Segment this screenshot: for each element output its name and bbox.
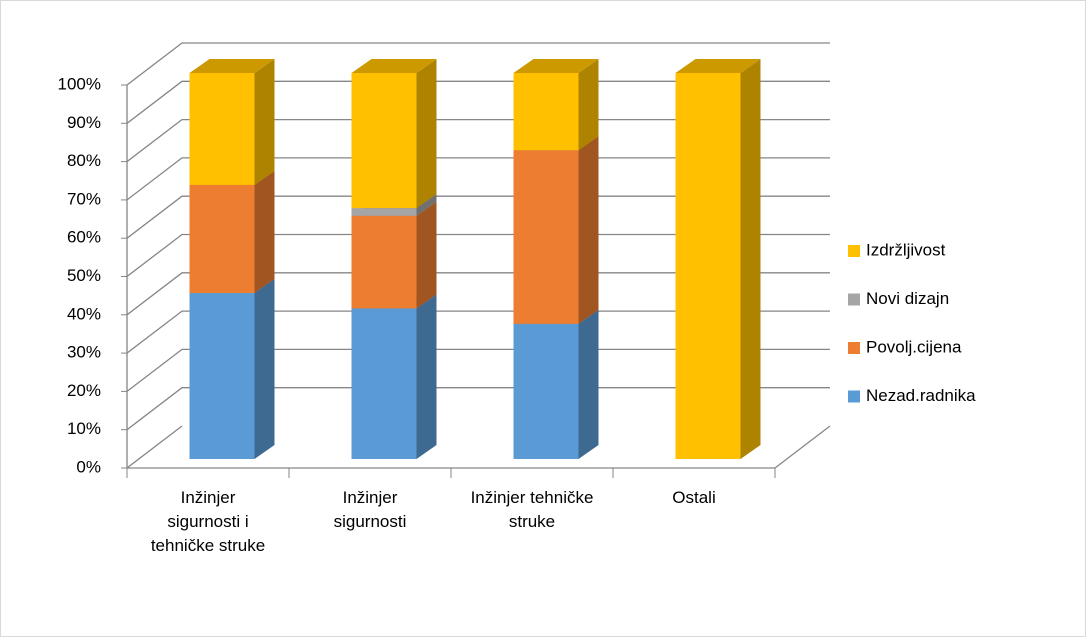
x-tick-label: Inžinjer sigurnosti i tehničke struke (150, 488, 266, 555)
bar-side (740, 59, 761, 459)
bar-segment (351, 73, 417, 209)
grid-line (126, 195, 830, 239)
bar-side (416, 59, 437, 209)
y-tick-label: 90% (67, 113, 101, 132)
legend-label: Novi dizajn (866, 289, 949, 308)
bar-side (416, 294, 437, 459)
bar-segment (351, 215, 417, 309)
bar-side (254, 59, 275, 185)
grid-line (126, 310, 830, 354)
bar-side (578, 136, 599, 324)
grid-line (126, 157, 830, 201)
grid-line (126, 118, 830, 163)
grid-line (126, 80, 830, 124)
grid-line (126, 233, 830, 278)
grid-line (126, 42, 830, 86)
bar-side (416, 194, 437, 216)
y-tick-label: 10% (67, 419, 101, 438)
y-tick-label: 50% (67, 266, 101, 285)
bar-segment (189, 293, 255, 459)
bar-top (189, 59, 275, 73)
y-tick-label: 80% (67, 151, 101, 170)
y-tick-label: 20% (67, 381, 101, 400)
x-tick-label: Inžinjer sigurnosti (333, 488, 407, 531)
x-tick-label: Ostali (672, 488, 716, 507)
bar-segment (189, 184, 255, 294)
y-tick-label: 40% (67, 304, 101, 323)
legend-label: Povolj.cijena (866, 337, 962, 356)
grid-line (126, 348, 830, 392)
legend-swatch (848, 245, 860, 257)
bar-side (416, 201, 437, 309)
y-tick-label: 70% (67, 189, 101, 208)
bar-segment (513, 323, 579, 459)
bar-top (675, 59, 761, 73)
grid-line (126, 425, 183, 469)
legend-label: Izdržljivost (866, 240, 946, 259)
bar-top (513, 59, 599, 73)
bar-side (578, 59, 599, 151)
y-tick-label: 0% (76, 457, 101, 476)
x-tick-label: Inžinjer tehničke struke (470, 488, 594, 531)
legend-label: Nezad.radnika (866, 386, 976, 405)
y-tick-label: 100% (58, 74, 101, 93)
bar-top (351, 59, 437, 73)
bar-side (254, 279, 275, 459)
bar-side (578, 309, 599, 459)
grid-line (126, 387, 830, 431)
bar-segment (513, 73, 579, 151)
bar-side (254, 170, 275, 294)
legend-swatch (848, 293, 860, 306)
bar-segment (675, 73, 741, 459)
bar-segment (189, 73, 255, 185)
bar-segment (513, 150, 579, 324)
legend-swatch (848, 342, 860, 354)
y-tick-label: 30% (67, 343, 101, 362)
y-tick-label: 60% (67, 228, 101, 247)
bar-segment (351, 308, 417, 459)
legend-swatch (848, 390, 860, 403)
grid-line (126, 272, 830, 316)
bar-segment (351, 208, 417, 216)
